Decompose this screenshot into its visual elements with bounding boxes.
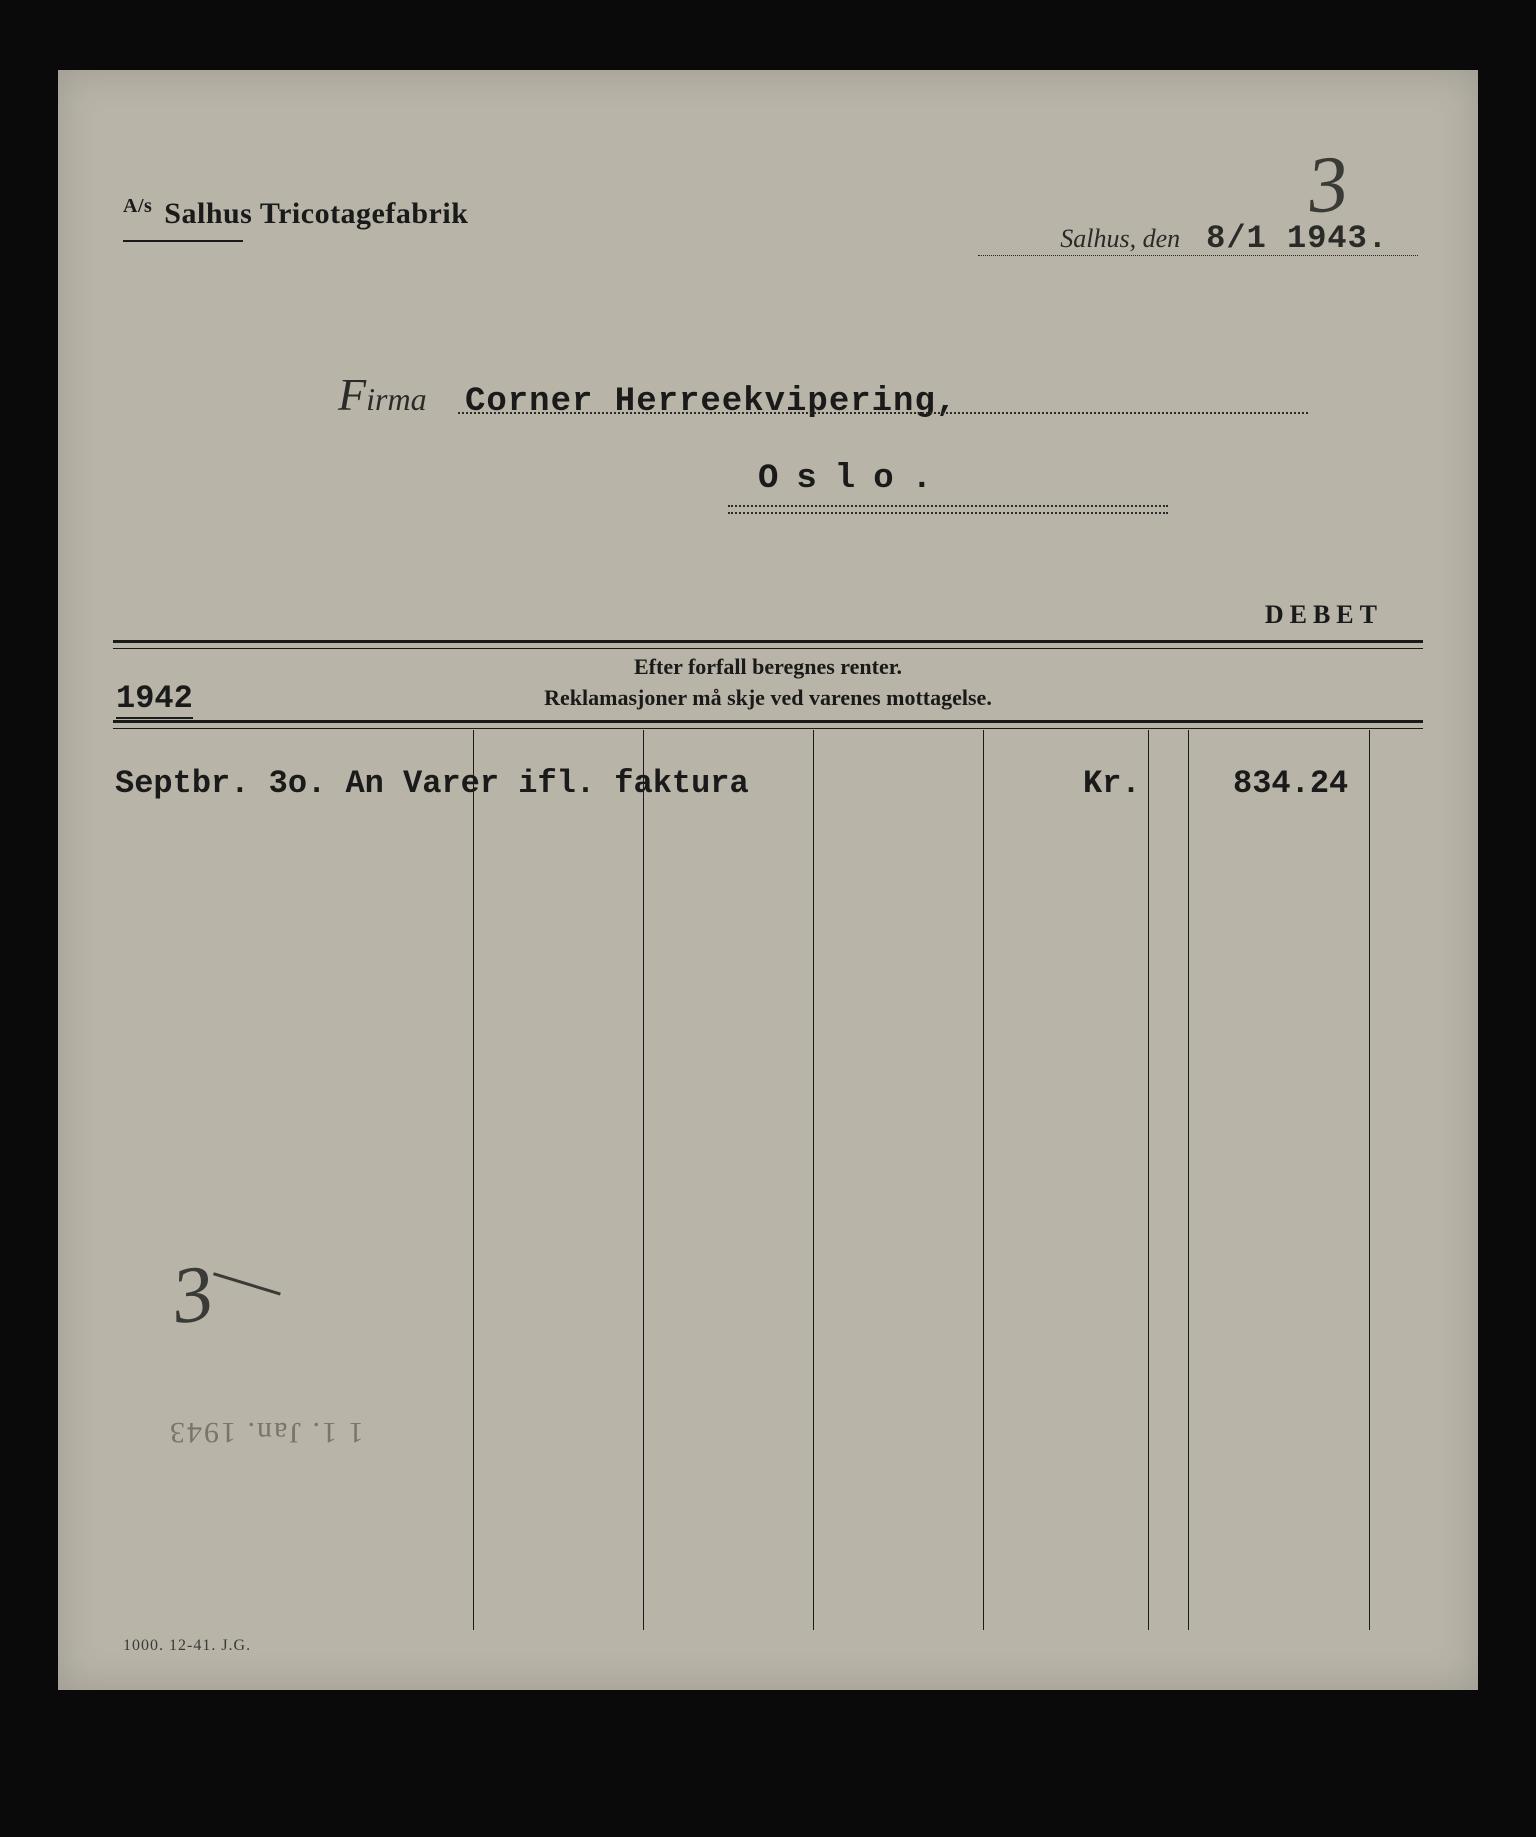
ledger-table: Septbr. 3o. An Varer ifl. faktura Kr. 83… bbox=[113, 730, 1423, 1630]
firma-name: Corner Herreekvipering, bbox=[465, 383, 957, 421]
firma-label: Firma bbox=[338, 381, 427, 417]
column-rule bbox=[473, 730, 474, 1630]
row-description: Septbr. 3o. An Varer ifl. faktura bbox=[115, 765, 749, 802]
column-rule bbox=[813, 730, 814, 1630]
column-rule bbox=[643, 730, 644, 1630]
year: 1942 bbox=[116, 680, 193, 719]
firma-underline-1 bbox=[458, 412, 1308, 414]
row-amount: 834.24 bbox=[1233, 765, 1348, 802]
date-stamp: 1 1. Jan. 1943 bbox=[168, 1415, 364, 1449]
date-value: 8/1 1943. bbox=[1206, 220, 1388, 257]
date-line: Salhus, den 8/1 1943. bbox=[1060, 220, 1388, 257]
date-place-label: Salhus, den bbox=[1060, 224, 1180, 253]
row-currency: Kr. bbox=[1083, 765, 1141, 802]
firma-city: Oslo. bbox=[758, 460, 950, 498]
column-rule bbox=[1148, 730, 1149, 1630]
company-prefix: A/s bbox=[123, 195, 152, 217]
column-rule bbox=[983, 730, 984, 1630]
terms-line-1: Efter forfall beregnes renter. bbox=[634, 654, 902, 679]
page-number-top: 3 bbox=[1304, 138, 1352, 232]
date-underline bbox=[978, 255, 1418, 256]
terms-block: Efter forfall beregnes renter. Reklamasj… bbox=[113, 652, 1423, 714]
company-underline bbox=[123, 240, 243, 242]
footer-print-code: 1000. 12-41. J.G. bbox=[123, 1637, 251, 1655]
column-rule bbox=[1369, 730, 1370, 1630]
terms-line-2: Reklamasjoner må skje ved varenes mottag… bbox=[544, 685, 992, 710]
company-name-text: Salhus Tricotagefabrik bbox=[164, 197, 468, 230]
firma-underline-2 bbox=[728, 505, 1168, 514]
column-rule bbox=[1188, 730, 1189, 1630]
rule-bottom bbox=[113, 720, 1423, 729]
company-name: A/s Salhus Tricotagefabrik bbox=[123, 195, 468, 231]
debet-label: DEBET bbox=[1265, 600, 1383, 630]
invoice-page: A/s Salhus Tricotagefabrik 3 Salhus, den… bbox=[58, 70, 1478, 1690]
rule-top bbox=[113, 640, 1423, 649]
